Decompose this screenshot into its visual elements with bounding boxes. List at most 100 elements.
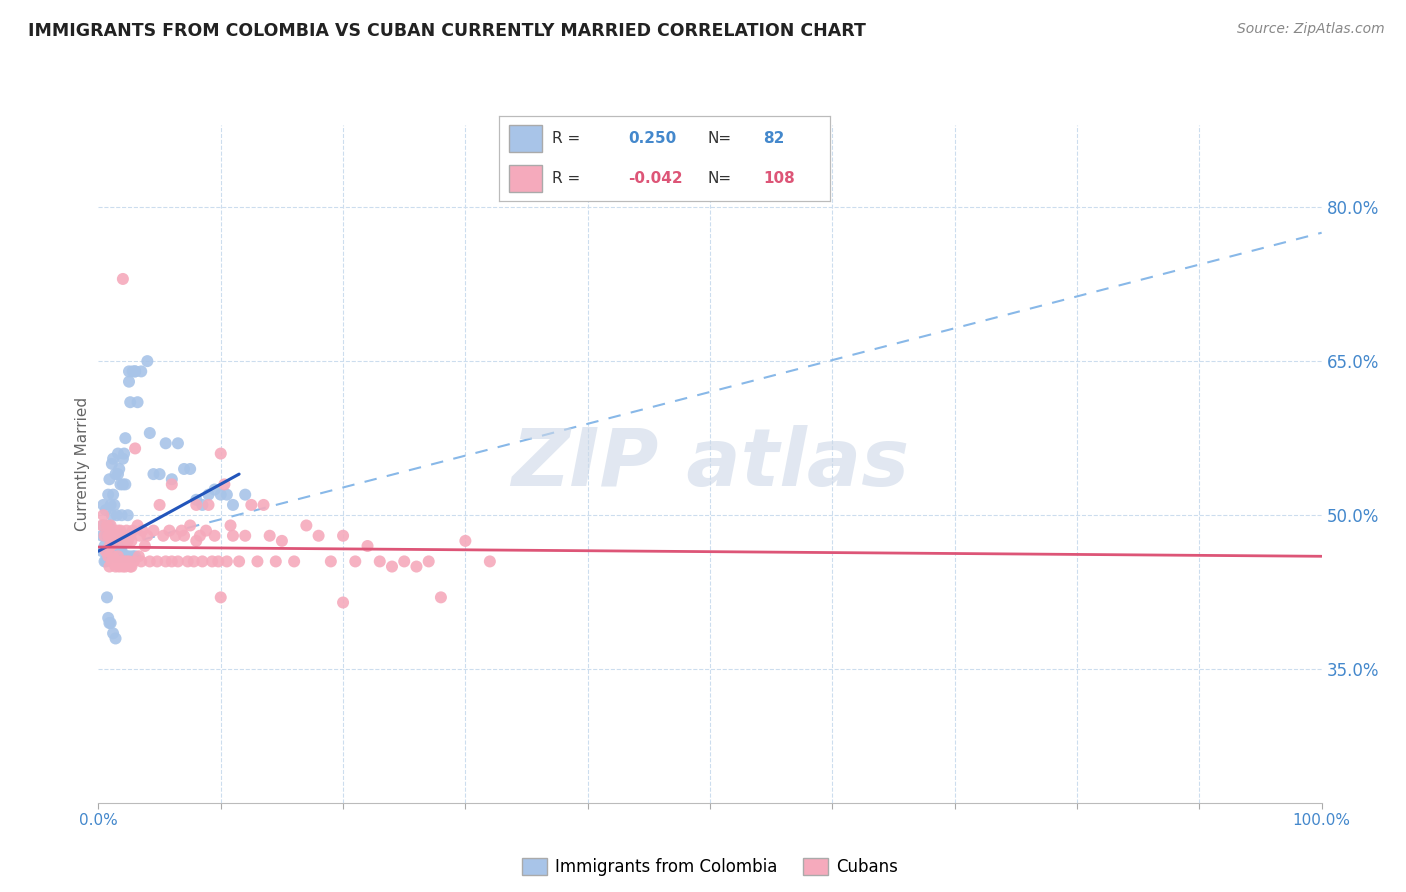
Point [98,615,121,630]
Point [91,508,114,523]
Point [97,549,120,564]
Point [246,554,269,568]
Point [270,533,294,548]
Point [136,529,159,543]
Point [112,529,135,543]
Point [319,554,342,568]
Point [233,488,256,502]
Point [160,477,183,491]
Point [111,539,134,553]
Point [94,544,117,558]
Point [160,554,183,568]
Point [186,533,208,548]
Point [139,425,162,440]
Point [149,498,172,512]
Point [111,549,134,564]
Point [121,549,143,564]
Point [165,529,187,543]
Point [222,498,245,512]
Point [209,488,232,502]
Point [110,524,132,538]
Point [356,539,378,553]
Point [101,524,124,538]
Point [110,554,132,568]
Point [240,498,263,512]
Point [96,518,118,533]
Point [98,539,121,553]
Point [155,436,177,450]
Point [179,462,201,476]
Point [91,498,114,512]
Point [104,559,127,574]
Point [111,554,134,568]
Point [100,539,122,553]
Point [114,431,136,445]
Point [94,503,117,517]
Point [124,364,146,378]
Point [101,554,124,568]
Point [139,554,162,568]
Point [103,529,125,543]
Point [114,477,136,491]
Point [478,554,501,568]
Point [124,364,146,378]
Point [120,529,142,543]
Point [183,554,205,568]
Point [108,462,131,476]
Point [107,549,129,564]
Point [110,529,132,543]
Point [191,554,214,568]
Text: R =: R = [553,171,581,186]
Point [91,544,114,558]
Point [111,477,134,491]
Point [97,549,120,564]
Text: -0.042: -0.042 [628,171,683,186]
Text: 0.250: 0.250 [628,131,676,146]
Point [228,554,250,568]
Point [134,539,156,553]
Point [115,554,138,568]
Point [104,467,127,482]
Point [219,518,242,533]
Legend: Immigrants from Colombia, Cubans: Immigrants from Colombia, Cubans [516,851,904,882]
Point [454,533,477,548]
Point [173,529,195,543]
Point [111,533,134,548]
Point [368,554,391,568]
Point [157,524,180,538]
Point [214,477,236,491]
Point [108,549,131,564]
Point [332,529,354,543]
Point [344,554,367,568]
Point [110,549,132,564]
Point [104,632,127,646]
Point [129,529,152,543]
Point [131,524,153,538]
Point [167,436,190,450]
Point [115,549,138,564]
Point [100,615,122,630]
Point [96,591,118,605]
Point [91,518,114,533]
Point [197,488,219,502]
Point [115,524,138,538]
Point [100,498,122,512]
Point [283,554,305,568]
Point [118,375,141,389]
Point [91,529,114,543]
Point [107,549,129,564]
Text: IMMIGRANTS FROM COLOMBIA VS CUBAN CURRENTLY MARRIED CORRELATION CHART: IMMIGRANTS FROM COLOMBIA VS CUBAN CURREN… [28,22,866,40]
Point [104,533,127,548]
Point [118,549,141,564]
Point [121,364,143,378]
Point [93,554,115,568]
Point [215,488,238,502]
Point [118,364,141,378]
Point [120,533,142,548]
Text: R =: R = [553,131,581,146]
Point [149,467,172,482]
Point [108,559,131,574]
Text: N=: N= [707,171,731,186]
Point [117,533,139,548]
Point [142,524,165,538]
